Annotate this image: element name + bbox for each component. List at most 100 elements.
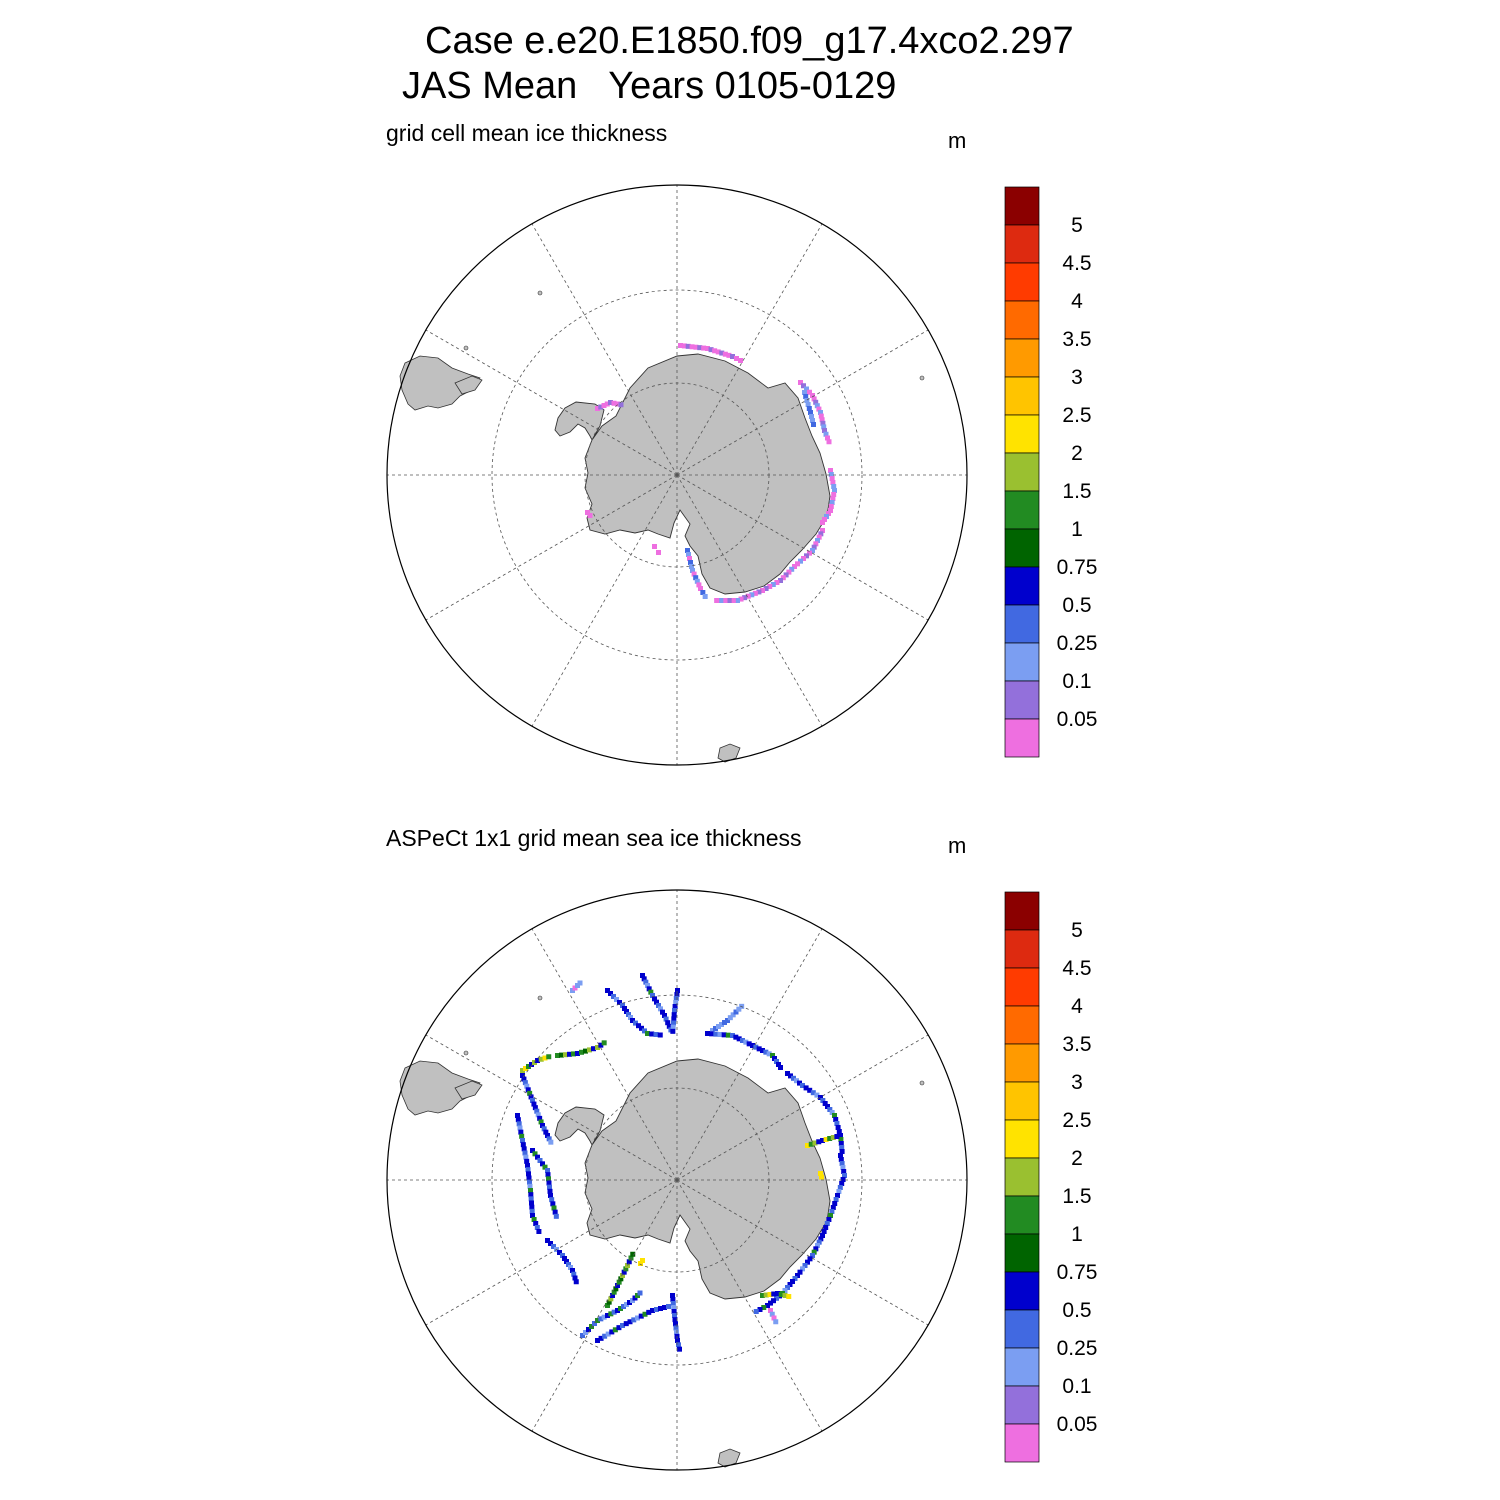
- ice-grid-cell: [562, 1256, 567, 1261]
- ice-grid-cell: [820, 520, 825, 525]
- ice-grid-cell: [701, 345, 707, 351]
- ice-grid-cell: [658, 1306, 663, 1311]
- ice-grid-cell: [517, 1125, 523, 1131]
- ice-grid-cell: [527, 1179, 532, 1185]
- ice-grid-cell: [624, 1302, 629, 1307]
- ice-grid-cell: [823, 431, 829, 437]
- ice-grid-cell: [538, 1056, 544, 1062]
- ice-grid-cell: [520, 1138, 525, 1143]
- ice-grid-cell: [601, 1040, 607, 1046]
- ice-grid-cell: [770, 582, 776, 587]
- ice-grid-cell: [736, 1036, 742, 1042]
- ice-grid-cell: [529, 1208, 535, 1214]
- ice-grid-cell: [774, 580, 780, 585]
- ice-grid-cell: [813, 1246, 819, 1252]
- ice-grid-cell: [618, 402, 624, 408]
- colorbar-tick-label: 1.5: [1062, 1185, 1091, 1208]
- ice-grid-cell: [810, 1253, 815, 1258]
- ice-grid-cell: [616, 1279, 622, 1285]
- ice-grid-cell: [833, 1117, 839, 1122]
- ice-grid-cell: [839, 1181, 845, 1186]
- ice-grid-cell: [535, 1112, 541, 1118]
- meridian-line: [531, 928, 678, 1181]
- ice-grid-cell: [833, 1197, 839, 1202]
- ice-grid-cell: [615, 1308, 620, 1313]
- colorbar-segment: [1004, 967, 1040, 1007]
- tierra-del-fuego-landmass: [454, 375, 483, 395]
- ice-grid-cell: [746, 1041, 752, 1047]
- ice-grid-cell: [624, 1009, 629, 1014]
- ice-grid-cell: [726, 352, 732, 358]
- ice-grid-cell: [832, 488, 837, 493]
- ice-grid-cell: [797, 1080, 802, 1086]
- ice-grid-cell: [730, 1012, 736, 1018]
- ice-grid-cell: [836, 1129, 842, 1134]
- ice-grid-cell: [630, 1251, 636, 1257]
- ice-grid-cell: [753, 1309, 759, 1314]
- colorbar-segment: [1004, 1233, 1040, 1273]
- colorbar-segment: [1004, 1271, 1040, 1311]
- ice-grid-cell: [826, 511, 831, 516]
- meridian-line: [531, 1179, 678, 1432]
- meridian-line: [425, 329, 678, 476]
- colorbar-tick-label: 4.5: [1062, 252, 1091, 275]
- ice-grid-cell: [568, 1265, 573, 1270]
- south-america-landmass: [399, 1060, 481, 1116]
- ice-grid-cell: [572, 1275, 578, 1281]
- island: [537, 995, 543, 1001]
- ice-grid-cell: [790, 1279, 795, 1284]
- ice-grid-cell: [769, 1311, 775, 1317]
- ice-grid-cell: [776, 1062, 781, 1067]
- ice-grid-cell: [630, 1018, 635, 1023]
- ice-grid-cell: [719, 1022, 724, 1027]
- ice-grid-cell: [658, 1006, 663, 1012]
- colorbar-tick-label: 3.5: [1062, 328, 1091, 351]
- ice-grid-cell: [622, 1006, 627, 1011]
- colorbar-segment: [1004, 528, 1040, 568]
- ice-grid-cell: [787, 1282, 793, 1287]
- ice-grid-cell: [611, 400, 617, 406]
- colorbar-tick-label: 0.05: [1057, 708, 1098, 731]
- ice-grid-cell: [620, 1003, 625, 1008]
- ice-grid-cell: [752, 590, 758, 596]
- ice-grid-cell: [788, 1073, 793, 1079]
- ice-grid-cell: [822, 428, 827, 433]
- ice-grid-cell: [640, 973, 645, 978]
- ice-grid-cell: [782, 1293, 788, 1298]
- colorbar-segment: [1004, 1081, 1040, 1121]
- ice-grid-cell: [547, 1184, 552, 1190]
- ice-grid-cell: [778, 578, 783, 583]
- ice-grid-cell: [705, 346, 710, 351]
- meridian-line: [676, 928, 823, 1181]
- ice-grid-cell: [840, 1165, 846, 1170]
- ice-grid-cell: [564, 1259, 569, 1264]
- ice-grid-cell: [807, 550, 812, 556]
- ice-grid-cell: [804, 553, 809, 559]
- ice-grid-cell: [839, 1161, 845, 1166]
- ice-grid-cell: [670, 1028, 676, 1034]
- ice-grid-cell: [809, 414, 814, 419]
- graticule: [387, 185, 967, 765]
- ice-grid-cell: [797, 1269, 803, 1275]
- ice-grid-cell: [771, 1291, 777, 1297]
- ice-grid-cell: [638, 1261, 643, 1266]
- ice-grid-cell: [807, 1087, 813, 1093]
- ice-grid-cell: [792, 1276, 798, 1281]
- ice-grid-cell: [673, 1321, 678, 1327]
- ice-grid-cell: [522, 1150, 528, 1156]
- ice-grid-cell: [608, 1311, 614, 1317]
- ice-grid-cell: [822, 517, 827, 522]
- ice-grid-cell: [650, 1308, 655, 1313]
- ice-grid-cell: [837, 1185, 843, 1190]
- antarctica-landmass: [554, 1058, 831, 1300]
- ice-grid-cell: [715, 349, 721, 355]
- new-zealand-landmass: [717, 743, 741, 763]
- ice-grid-cell: [535, 1154, 540, 1160]
- ice-grid-cell: [537, 1115, 543, 1121]
- ice-grid-cell: [829, 1209, 835, 1214]
- ice-grid-cell: [840, 1177, 846, 1182]
- ice-grid-cell: [803, 394, 809, 399]
- ice-grid-cell: [771, 1315, 777, 1321]
- ice-grid-cell: [733, 1034, 739, 1040]
- colorbar-tick-label: 4: [1071, 290, 1083, 313]
